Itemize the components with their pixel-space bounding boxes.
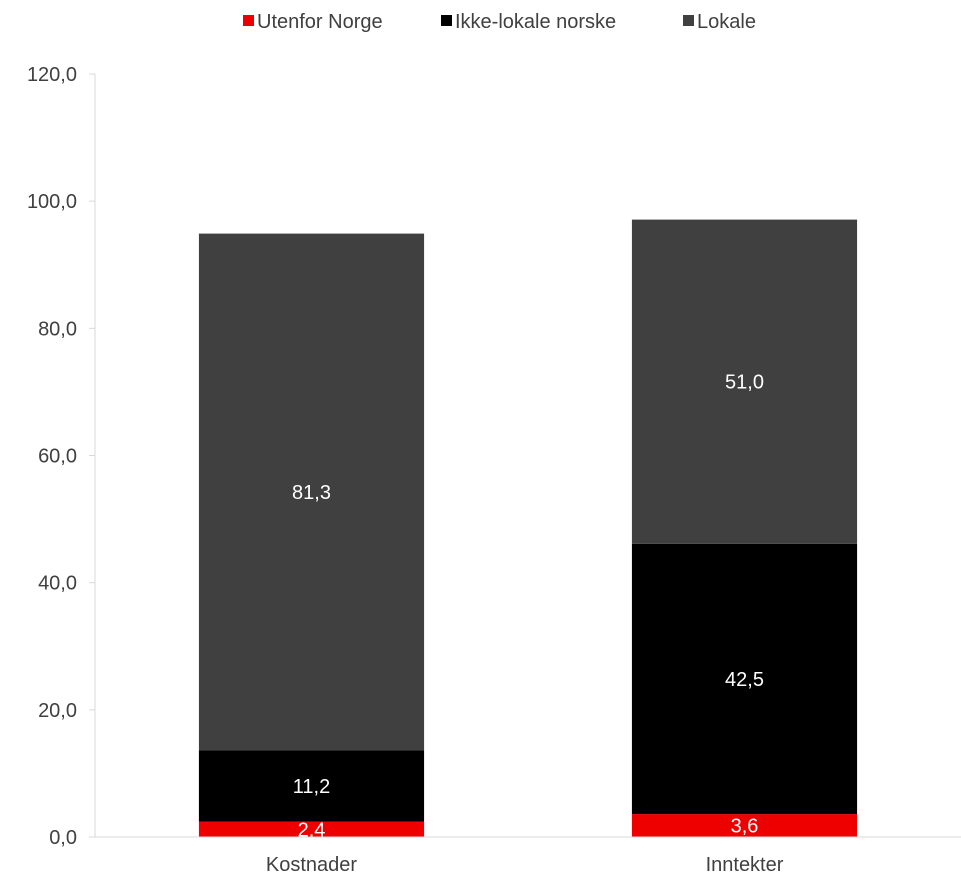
- bar-segment: [198, 233, 425, 751]
- data-label: 3,6: [731, 816, 759, 838]
- data-label: 51,0: [725, 372, 764, 394]
- bar-segment: [631, 219, 858, 544]
- data-label: 42,5: [725, 669, 764, 691]
- y-tick-label: 100,0: [27, 191, 77, 213]
- data-label: 81,3: [292, 482, 331, 504]
- legend-entry: Utenfor Norge: [257, 11, 383, 33]
- data-label: 2,4: [298, 819, 326, 841]
- y-tick-label: 120,0: [27, 64, 77, 86]
- x-axis: Kostnader Inntekter: [95, 836, 961, 876]
- y-tick-label: 0,0: [49, 827, 77, 849]
- bar-segment: [198, 821, 425, 837]
- y-tick-label: 40,0: [38, 573, 77, 595]
- y-tick-label: 60,0: [38, 446, 77, 468]
- legend-swatch: [243, 15, 254, 26]
- bar-segment: [631, 814, 858, 837]
- legend-entry: Lokale: [697, 11, 756, 33]
- data-label: 11,2: [293, 776, 330, 798]
- legend-entry: Ikke-lokale norske: [455, 11, 616, 33]
- bars: 2,4 11,2 81,3 3,6 42,5 51,0: [198, 219, 858, 841]
- x-category-label: Inntekter: [706, 854, 784, 876]
- y-axis: 0,0 20,0 40,0 60,0 80,0 100,0 120,0: [27, 64, 96, 849]
- bar-segment: [631, 543, 858, 815]
- y-tick-label: 80,0: [38, 318, 77, 340]
- legend-swatch: [441, 15, 452, 26]
- legend-swatch: [683, 15, 694, 26]
- bar-segment: [198, 750, 425, 822]
- y-tick-label: 20,0: [38, 700, 77, 722]
- legend: Utenfor Norge Ikke-lokale norske Lokale: [243, 11, 756, 33]
- x-category-label: Kostnader: [266, 854, 358, 876]
